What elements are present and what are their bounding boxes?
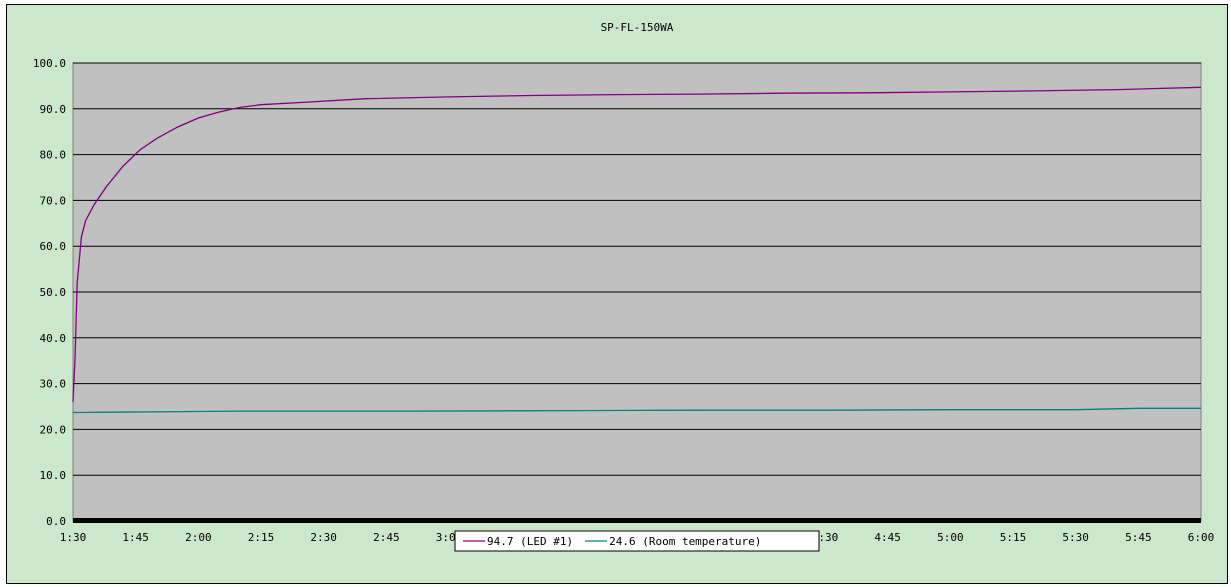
x-tick-label: 2:45 <box>373 531 400 544</box>
x-tick-label: 5:15 <box>1000 531 1027 544</box>
y-tick-label: 20.0 <box>40 423 67 436</box>
x-tick-label: 1:45 <box>122 531 149 544</box>
x-axis-baseline <box>73 518 1201 523</box>
chart-frame: SP-FL-150WA 0.0 10.0 20.0 30.0 40.0 50.0 60.0 70… <box>6 4 1228 584</box>
chart-title: SP-FL-150WA <box>601 21 674 34</box>
series-line-1 <box>72 86 1202 402</box>
y-tick-label: 50.0 <box>40 286 67 299</box>
x-tick-label: 2:00 <box>185 531 212 544</box>
y-tick-label: 90.0 <box>40 103 67 116</box>
y-tick-label: 40.0 <box>40 332 67 345</box>
x-tick-label: 2:30 <box>310 531 337 544</box>
series-line-2 <box>72 407 1201 414</box>
y-tick-label: 30.0 <box>40 378 67 391</box>
y-tick-label: 60.0 <box>40 240 67 253</box>
y-tick-label: 80.0 <box>40 149 67 162</box>
legend-label-2: 24.6 (Room temperature) <box>609 535 761 548</box>
y-tick-label: 10.0 <box>40 469 67 482</box>
x-tick-label: 2:15 <box>248 531 275 544</box>
line-chart: SP-FL-150WA 0.0 10.0 20.0 30.0 40.0 50.0 60.0 70… <box>33 21 1215 552</box>
x-tick-label: 4:45 <box>874 531 901 544</box>
y-tick-label: 0.0 <box>46 515 66 528</box>
x-tick-label: 5:30 <box>1062 531 1089 544</box>
y-tick-label: 100.0 <box>33 57 66 70</box>
legend-label-1: 94.7 (LED #1) <box>487 535 573 548</box>
legend-box <box>454 530 820 552</box>
x-tick-label: 6:00 <box>1188 531 1215 544</box>
y-tick-label: 70.0 <box>40 194 67 207</box>
x-tick-label: 5:45 <box>1125 531 1152 544</box>
x-tick-label: 1:30 <box>60 531 87 544</box>
x-tick-label: 5:00 <box>937 531 964 544</box>
